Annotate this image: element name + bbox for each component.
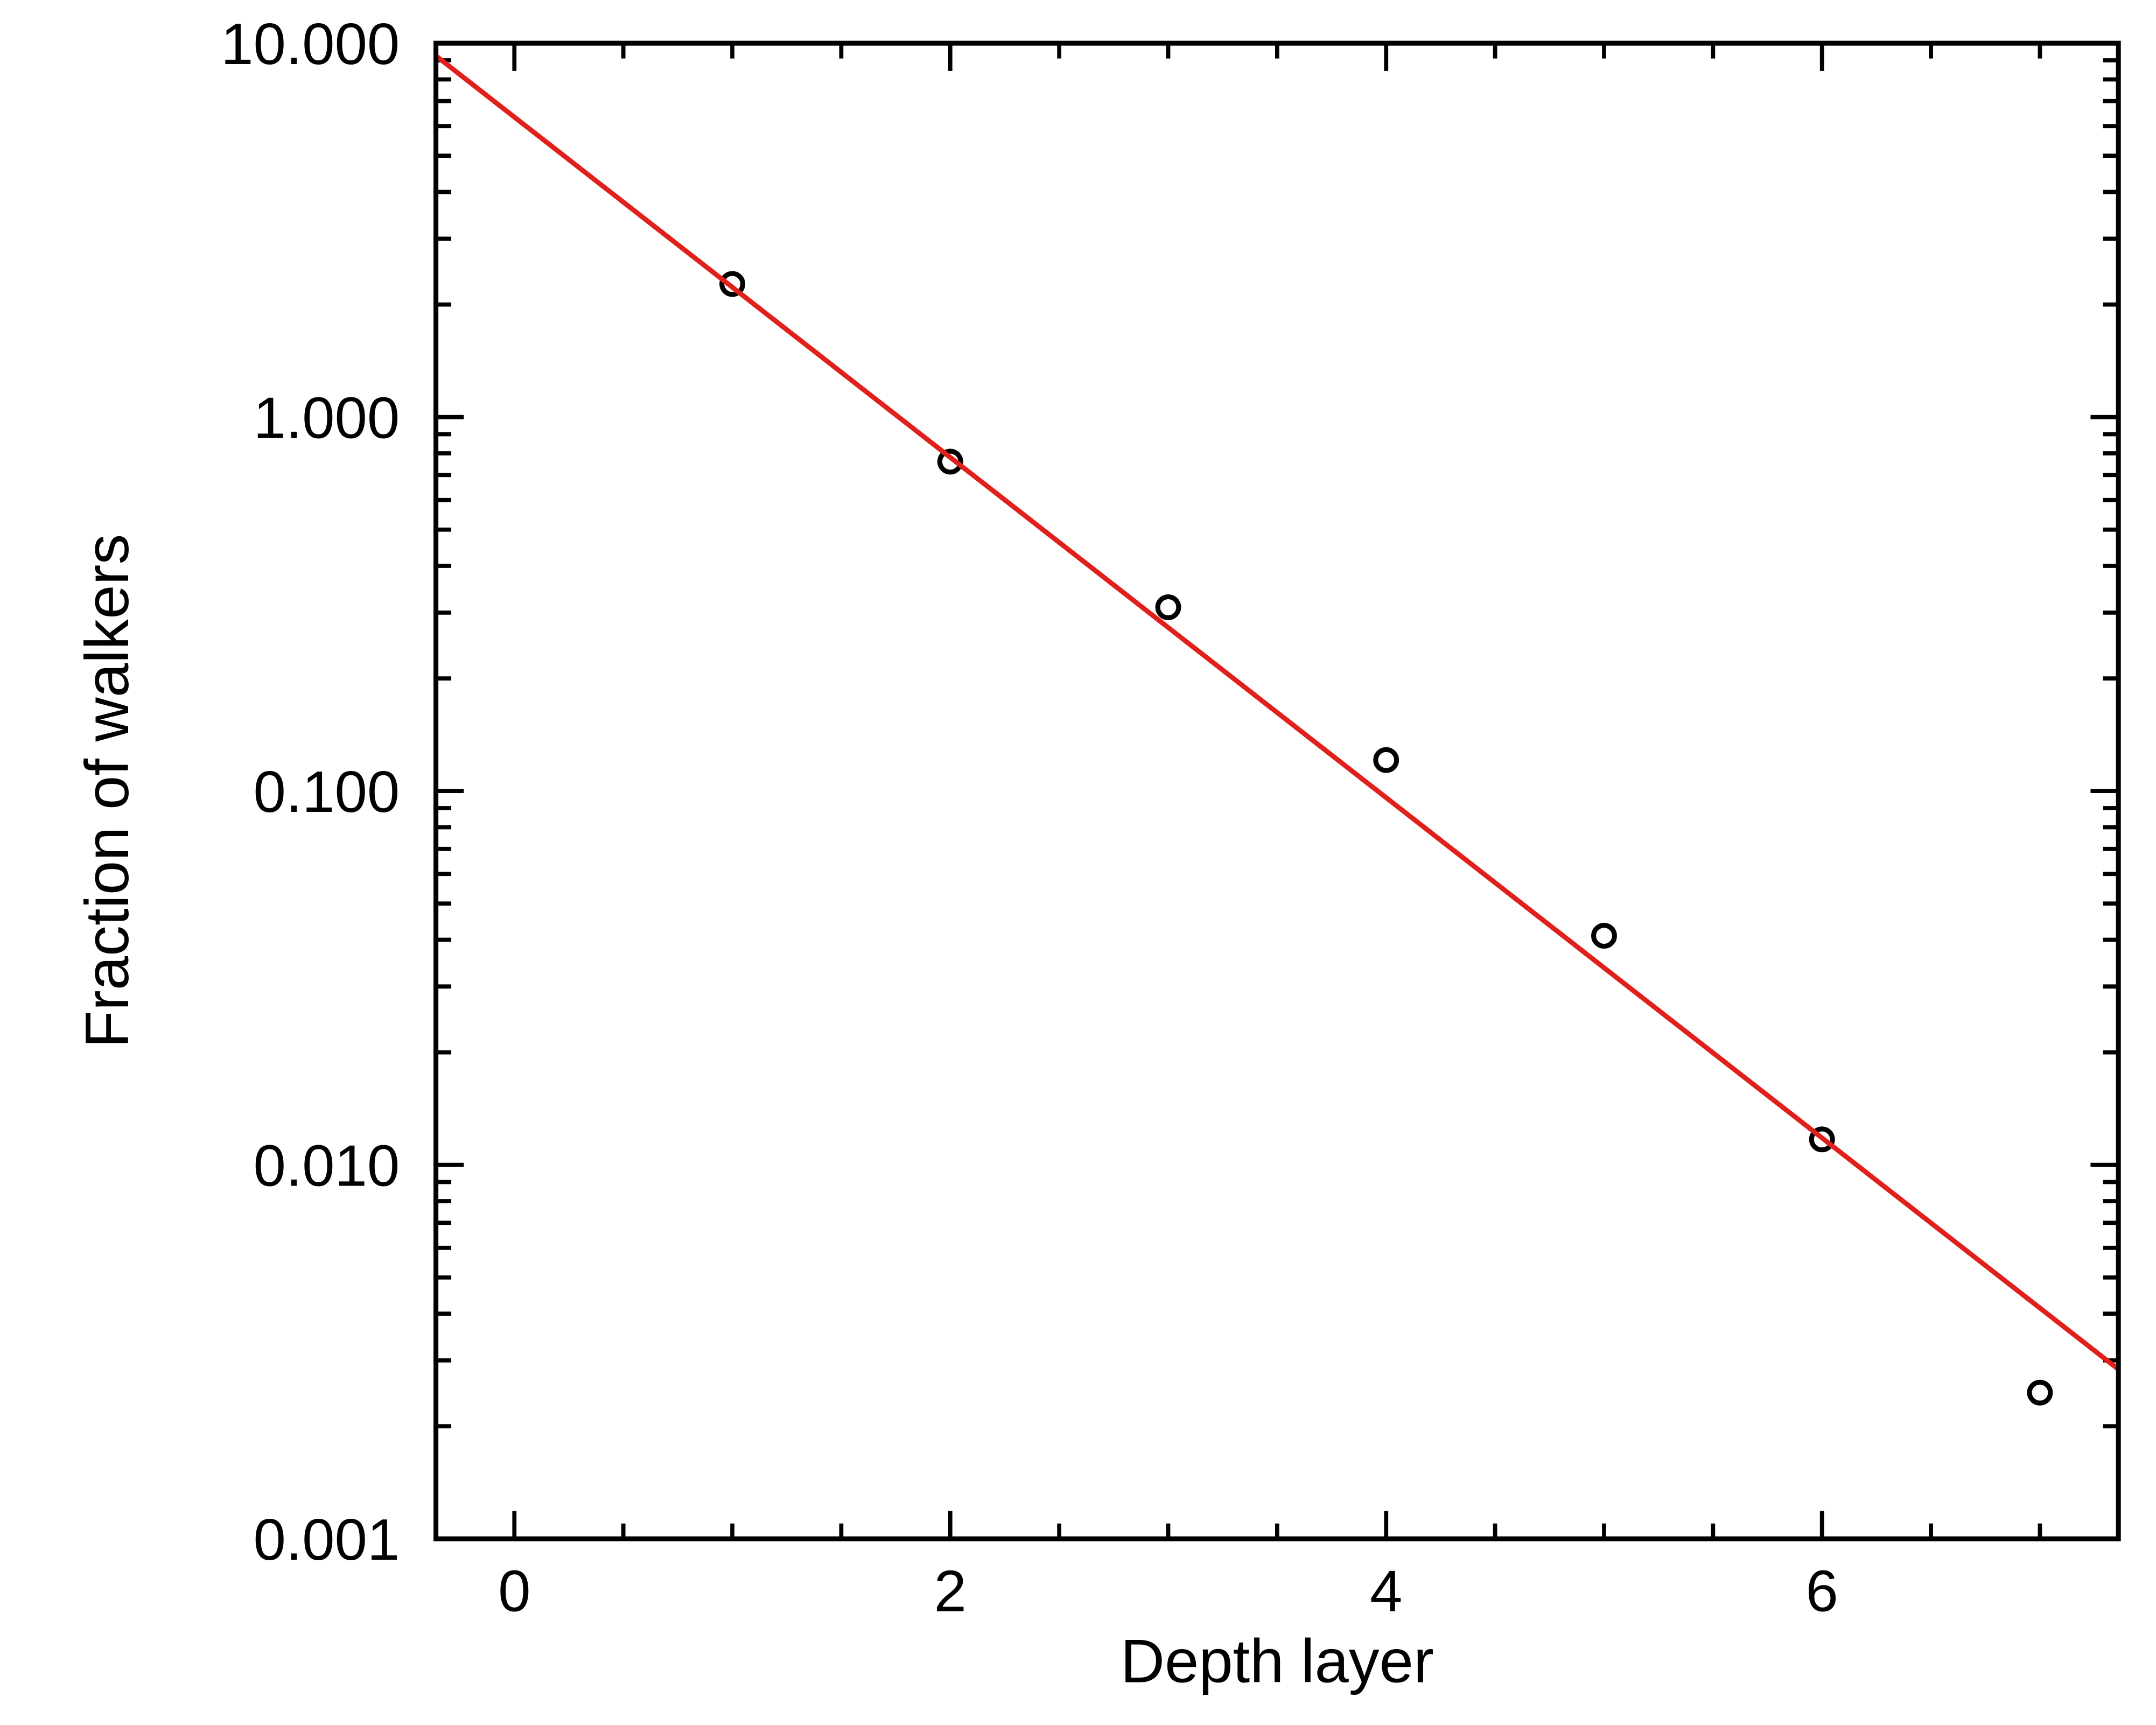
y-tick-label: 0.010 <box>254 1133 400 1198</box>
x-tick-label: 4 <box>1370 1559 1402 1624</box>
x-tick-label: 6 <box>1806 1559 1838 1624</box>
y-tick-label: 10.000 <box>221 12 400 77</box>
data-point <box>1809 1126 1835 1153</box>
plot-frame <box>433 40 2121 1541</box>
fit-line <box>436 54 2119 1371</box>
x-tick-label: 2 <box>934 1559 967 1624</box>
y-tick-label: 0.100 <box>254 760 400 825</box>
data-point <box>1591 923 1617 949</box>
data-point <box>2027 1379 2053 1406</box>
data-point <box>937 448 963 475</box>
y-axis-label: Fraction of walkers <box>73 534 142 1048</box>
x-axis-label: Depth layer <box>1121 1628 1434 1696</box>
data-point <box>1155 594 1181 620</box>
data-point <box>1373 747 1399 773</box>
x-tick-label: 0 <box>498 1559 530 1624</box>
y-tick-label: 1.000 <box>254 385 400 451</box>
data-point <box>719 271 745 297</box>
y-tick-label: 0.001 <box>254 1507 400 1573</box>
